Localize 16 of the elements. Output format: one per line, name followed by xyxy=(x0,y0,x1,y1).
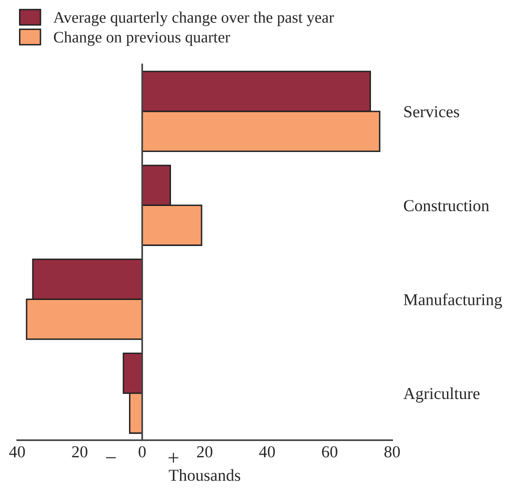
y-tick-label: Manufacturing xyxy=(404,293,502,309)
y-tick-label: Agriculture xyxy=(403,387,480,403)
x-tick-label: 40 xyxy=(9,446,25,458)
y-tick-label: Services xyxy=(404,106,460,118)
legend-label: Average quarterly change over the past year xyxy=(53,12,334,26)
text: − xyxy=(106,457,116,458)
text: + xyxy=(168,452,178,463)
x-tick-label: 80 xyxy=(384,446,400,458)
legend-label: Change on previous quarter xyxy=(54,31,230,46)
x-tick-label: 20 xyxy=(72,446,88,458)
x-tick-label: 40 xyxy=(259,446,275,458)
x-tick-label: 0 xyxy=(138,446,146,458)
x-tick-label: 60 xyxy=(322,446,338,458)
y-tick-label: Construction xyxy=(404,200,490,212)
x-tick-label: 20 xyxy=(197,446,212,458)
x-axis-title: Thousands xyxy=(168,469,240,481)
